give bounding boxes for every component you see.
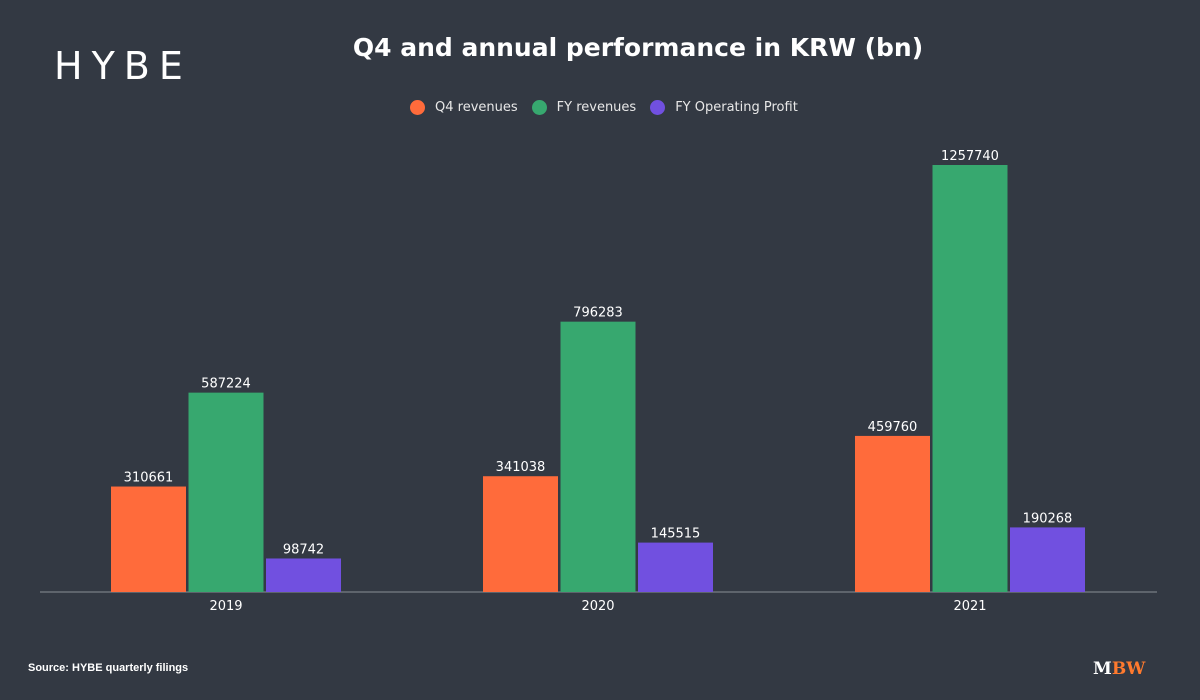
- data-label-2019-fy-operating-profit: 98742: [283, 542, 324, 557]
- legend-swatch-fy-op-icon: [650, 99, 666, 115]
- data-label-2020-q4-revenues: 341038: [496, 460, 546, 475]
- x-tick-label-2020: 2020: [581, 599, 614, 614]
- x-tick-label-2021: 2021: [953, 599, 986, 614]
- bar-2019-fy-revenues[interactable]: [188, 392, 264, 592]
- data-label-2019-q4-revenues: 310661: [124, 471, 174, 486]
- bar-2020-fy-revenues[interactable]: [560, 321, 636, 592]
- data-label-2020-fy-revenues: 796283: [573, 306, 623, 321]
- legend: Q4 revenues FY revenues FY Operating Pro…: [410, 98, 812, 116]
- legend-label-fy-revenues: FY revenues: [556, 99, 637, 115]
- data-label-2019-fy-revenues: 587224: [201, 377, 251, 392]
- legend-item-q4-revenues[interactable]: Q4 revenues: [410, 99, 518, 115]
- mbw-logo: MBW: [1093, 659, 1145, 679]
- legend-swatch-fy-revenues-icon: [531, 99, 547, 115]
- bar-2020-q4-revenues[interactable]: [483, 476, 558, 592]
- legend-label-fy-op: FY Operating Profit: [675, 99, 798, 115]
- legend-label-q4: Q4 revenues: [435, 99, 518, 115]
- legend-item-fy-revenues[interactable]: FY revenues: [531, 99, 637, 115]
- data-label-2020-fy-operating-profit: 145515: [651, 527, 701, 542]
- data-label-2021-fy-revenues: 1257740: [941, 149, 999, 164]
- bar-2019-q4-revenues[interactable]: [111, 486, 186, 592]
- data-label-2021-fy-operating-profit: 190268: [1023, 511, 1073, 526]
- data-label-2021-q4-revenues: 459760: [868, 420, 918, 435]
- source-note: Source: HYBE quarterly filings: [28, 662, 189, 674]
- bar-2021-fy-revenues[interactable]: [932, 165, 1008, 592]
- legend-item-fy-operating-profit[interactable]: FY Operating Profit: [650, 99, 798, 115]
- bar-2020-fy-operating-profit[interactable]: [638, 542, 713, 592]
- bar-2021-q4-revenues[interactable]: [855, 435, 930, 592]
- mbw-logo-bw: BW: [1111, 659, 1146, 679]
- bar-2019-fy-operating-profit[interactable]: [266, 558, 341, 592]
- hybe-logo: HYBE: [54, 44, 192, 88]
- mbw-logo-m: M: [1093, 659, 1112, 679]
- bar-2021-fy-operating-profit[interactable]: [1010, 527, 1085, 592]
- legend-swatch-q4-icon: [410, 99, 425, 115]
- chart-title: Q4 and annual performance in KRW (bn): [352, 33, 924, 62]
- x-tick-label-2019: 2019: [209, 599, 242, 614]
